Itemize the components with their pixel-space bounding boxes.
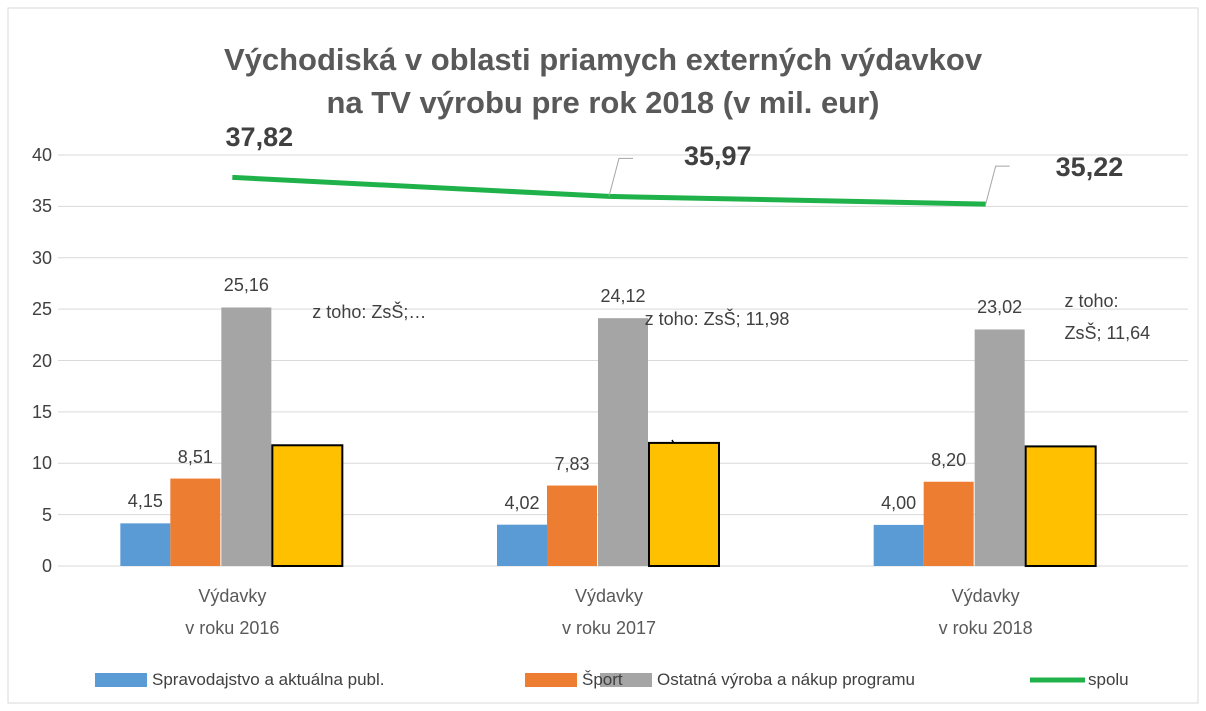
bar — [497, 524, 547, 566]
legend-swatch — [95, 673, 147, 687]
line-spolu — [232, 174, 986, 207]
data-label: 4,00 — [881, 492, 917, 513]
data-label: 4,02 — [504, 492, 540, 513]
y-tick-label: 20 — [31, 350, 52, 371]
leader-line — [985, 165, 1010, 205]
bar — [120, 523, 171, 566]
bar — [271, 444, 344, 567]
legend-label: spolu — [1088, 670, 1129, 689]
data-label: z toho: ZsŠ; 11,98 — [644, 308, 790, 329]
legend-label: Ostatná výroba a nákup programu — [657, 670, 915, 689]
bar — [923, 481, 974, 566]
bar — [598, 318, 648, 566]
legend-label: Šport — [582, 670, 623, 689]
bar — [170, 478, 221, 566]
chart-title: Východiská v oblasti priamych externých … — [223, 42, 983, 120]
y-tick-label: 15 — [31, 401, 52, 422]
data-label: 37,82 — [225, 122, 294, 153]
y-tick-label: 35 — [31, 196, 52, 217]
legend-label: Spravodajstvo a aktuálna publ. — [152, 670, 385, 689]
y-tick-label: 40 — [31, 145, 52, 165]
y-tick-label: 10 — [31, 453, 52, 474]
y-tick-label: 0 — [41, 556, 52, 576]
bar — [648, 441, 720, 567]
x-tick-label: Výdavky v roku 2018 — [938, 586, 1033, 638]
y-tick-label: 30 — [31, 247, 52, 268]
y-tick-label: 25 — [31, 299, 52, 320]
legend-swatch — [600, 673, 652, 687]
legend-swatch — [525, 673, 577, 687]
bar — [1024, 445, 1097, 567]
y-tick-label: 5 — [41, 504, 52, 525]
leader-line — [608, 157, 633, 197]
data-label: 7,83 — [554, 453, 590, 474]
bar — [221, 307, 272, 566]
chart-frame — [7, 7, 1199, 704]
data-label: z toho: ZsŠ; 11,64 — [1064, 291, 1151, 344]
data-label: 4,15 — [127, 491, 163, 512]
data-label: 8,20 — [931, 449, 967, 470]
data-label: 23,02 — [977, 297, 1023, 318]
data-label: 35,97 — [684, 141, 752, 172]
data-label: 8,51 — [177, 446, 213, 467]
x-tick-label: Výdavky v roku 2017 — [561, 586, 657, 638]
data-label: 35,22 — [1055, 152, 1124, 183]
bar — [873, 524, 924, 566]
x-tick-label: Výdavky v roku 2016 — [185, 586, 280, 638]
bar — [547, 485, 597, 566]
bar — [974, 329, 1025, 566]
data-label: z toho: ZsŠ;… — [312, 302, 427, 323]
data-label: 24,12 — [600, 286, 646, 307]
data-label: 25,16 — [223, 275, 269, 296]
